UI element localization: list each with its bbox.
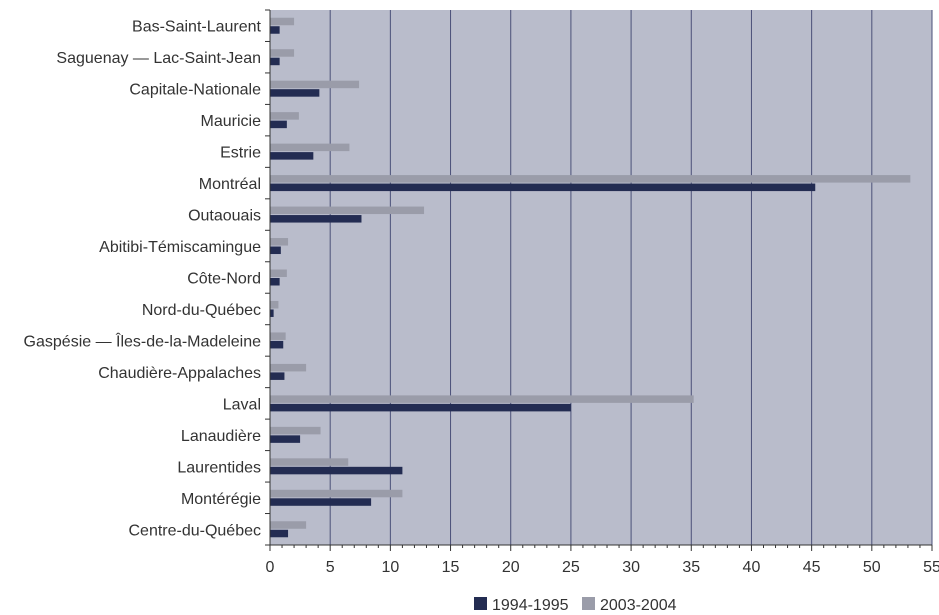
bar-2003-2004 [270, 458, 349, 466]
bar-1994-1995 [270, 215, 362, 223]
category-label: Nord-du-Québec [142, 302, 261, 319]
category-label: Gaspésie — Îles-de-la-Madeleine [24, 331, 262, 350]
bar-1994-1995 [270, 372, 285, 380]
x-tick-label: 30 [622, 559, 640, 576]
bar-2003-2004 [270, 332, 286, 340]
x-tick-label: 40 [743, 559, 761, 576]
legend-label: 1994-1995 [492, 597, 569, 614]
category-label: Bas-Saint-Laurent [132, 19, 262, 36]
x-tick-label: 25 [562, 559, 580, 576]
category-label: Estrie [220, 145, 261, 162]
bar-2003-2004 [270, 521, 307, 529]
bar-2003-2004 [270, 426, 321, 435]
axes [265, 9, 933, 551]
bar-1994-1995 [270, 466, 403, 475]
bar-2003-2004 [270, 206, 425, 215]
category-label: Mauricie [201, 113, 262, 130]
plot-area [270, 10, 932, 545]
category-label: Centre-du-Québec [128, 522, 261, 539]
x-tick-label: 20 [502, 559, 520, 576]
category-label: Outaouais [188, 208, 261, 225]
x-tick-label: 35 [682, 559, 700, 576]
x-tick-label: 45 [803, 559, 821, 576]
legend: 1994-1995 2003-2004 [474, 597, 677, 614]
bar-2003-2004 [270, 238, 289, 246]
bar-1994-1995 [270, 152, 314, 160]
bar-2003-2004 [270, 269, 287, 277]
bar-1994-1995 [270, 309, 274, 317]
bar-2003-2004 [270, 80, 360, 89]
category-label: Lanaudière [181, 428, 261, 445]
bar-2003-2004 [270, 363, 307, 372]
x-tick-label: 5 [326, 559, 335, 576]
bar-2003-2004 [270, 49, 295, 57]
bar-2003-2004 [270, 395, 694, 403]
category-label: Chaudière-Appalaches [98, 365, 261, 382]
category-label: Saguenay — Lac-Saint-Jean [56, 50, 261, 67]
category-label: Montérégie [181, 491, 261, 508]
bar-1994-1995 [270, 278, 280, 286]
legend-swatch [474, 597, 487, 610]
category-label: Laval [223, 396, 261, 413]
bar-2003-2004 [270, 489, 403, 498]
bar-1994-1995 [270, 183, 816, 192]
bar-2003-2004 [270, 112, 299, 120]
x-tick-label: 55 [923, 559, 939, 576]
x-tick-labels: 0 5 10 15 20 25 30 35 40 45 50 55 [266, 559, 939, 576]
bar-1994-1995 [270, 498, 372, 506]
bar-1994-1995 [270, 529, 289, 538]
category-label: Abitibi-Témiscamingue [99, 239, 261, 256]
category-label: Montréal [199, 176, 261, 193]
bar-1994-1995 [270, 57, 280, 66]
x-tick-label: 0 [266, 559, 275, 576]
category-label: Laurentides [177, 459, 261, 476]
bar-1994-1995 [270, 403, 571, 412]
bar-1994-1995 [270, 340, 284, 349]
bar-2003-2004 [270, 143, 350, 152]
bar-1994-1995 [270, 435, 301, 443]
bar-1994-1995 [270, 89, 320, 97]
bar-1994-1995 [270, 246, 281, 255]
bar-2003-2004 [270, 17, 295, 26]
x-tick-label: 10 [381, 559, 399, 576]
x-tick-label: 50 [863, 559, 881, 576]
category-label: Côte-Nord [187, 271, 261, 288]
bar-2003-2004 [270, 175, 911, 183]
bar-1994-1995 [270, 120, 287, 129]
legend-label: 2003-2004 [600, 597, 677, 614]
legend-swatch [582, 597, 595, 610]
category-labels: Bas-Saint-Laurent Saguenay — Lac-Saint-Je… [24, 19, 262, 540]
category-label: Capitale-Nationale [129, 82, 261, 99]
x-tick-label: 15 [442, 559, 460, 576]
bar-1994-1995 [270, 26, 280, 34]
bars [270, 17, 911, 538]
bar-2003-2004 [270, 300, 279, 309]
gridlines [329, 10, 933, 545]
